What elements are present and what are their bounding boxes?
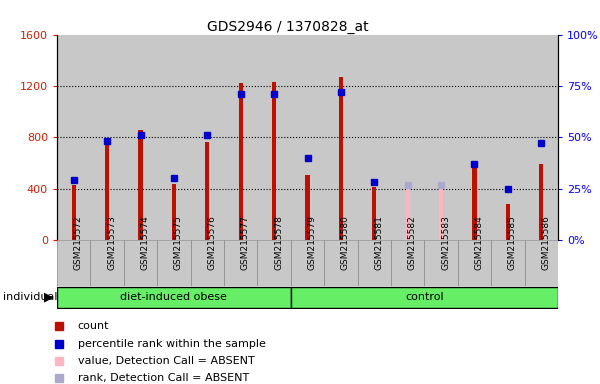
Bar bbox=[391, 240, 424, 286]
Bar bbox=[291, 240, 324, 286]
Bar bbox=[57, 35, 91, 240]
Text: GSM215585: GSM215585 bbox=[508, 215, 517, 270]
Bar bbox=[57, 240, 91, 286]
Bar bbox=[524, 240, 558, 286]
Bar bbox=[191, 35, 224, 240]
Bar bbox=[205, 142, 209, 240]
Bar bbox=[105, 144, 109, 240]
Text: diet-induced obese: diet-induced obese bbox=[121, 292, 227, 302]
Text: GSM215580: GSM215580 bbox=[341, 215, 350, 270]
Bar bbox=[491, 35, 524, 240]
Text: GSM215581: GSM215581 bbox=[374, 215, 383, 270]
Bar bbox=[324, 240, 358, 286]
Text: GSM215577: GSM215577 bbox=[241, 215, 250, 270]
Bar bbox=[224, 35, 257, 240]
Bar bbox=[406, 186, 410, 240]
Text: GSM215586: GSM215586 bbox=[541, 215, 550, 270]
Bar bbox=[506, 204, 510, 240]
Bar bbox=[458, 35, 491, 240]
Bar bbox=[358, 240, 391, 286]
Bar bbox=[291, 35, 324, 240]
Bar bbox=[172, 184, 176, 240]
Bar bbox=[157, 240, 191, 286]
Bar bbox=[291, 286, 558, 308]
Bar bbox=[524, 35, 558, 240]
Bar bbox=[272, 82, 276, 240]
Text: GSM215583: GSM215583 bbox=[441, 215, 450, 270]
Bar bbox=[124, 240, 157, 286]
Bar bbox=[257, 35, 291, 240]
Bar bbox=[472, 163, 476, 240]
Text: value, Detection Call = ABSENT: value, Detection Call = ABSENT bbox=[78, 356, 254, 366]
Text: GSM215576: GSM215576 bbox=[208, 215, 217, 270]
Bar bbox=[358, 35, 391, 240]
Bar bbox=[124, 35, 157, 240]
Bar bbox=[239, 83, 243, 240]
Bar bbox=[91, 35, 124, 240]
Text: GSM215578: GSM215578 bbox=[274, 215, 283, 270]
Bar bbox=[372, 187, 376, 240]
Text: individual: individual bbox=[3, 292, 58, 302]
Bar bbox=[539, 164, 544, 240]
Bar bbox=[305, 174, 310, 240]
Bar bbox=[324, 35, 358, 240]
Text: GSM215575: GSM215575 bbox=[174, 215, 183, 270]
Bar bbox=[424, 240, 458, 286]
Text: GSM215572: GSM215572 bbox=[74, 215, 83, 270]
Text: ▶: ▶ bbox=[44, 291, 53, 304]
Bar bbox=[257, 240, 291, 286]
Text: GSM215579: GSM215579 bbox=[308, 215, 317, 270]
Bar bbox=[458, 240, 491, 286]
Bar bbox=[339, 77, 343, 240]
Text: percentile rank within the sample: percentile rank within the sample bbox=[78, 339, 266, 349]
Text: count: count bbox=[78, 321, 109, 331]
Bar bbox=[491, 240, 524, 286]
Text: rank, Detection Call = ABSENT: rank, Detection Call = ABSENT bbox=[78, 373, 249, 383]
Text: GSM215574: GSM215574 bbox=[140, 215, 149, 270]
Text: GSM215584: GSM215584 bbox=[475, 215, 484, 270]
Text: GSM215573: GSM215573 bbox=[107, 215, 116, 270]
Bar bbox=[391, 35, 424, 240]
Bar bbox=[439, 186, 443, 240]
Bar bbox=[139, 129, 143, 240]
Bar bbox=[224, 240, 257, 286]
Bar bbox=[424, 35, 458, 240]
Bar bbox=[191, 240, 224, 286]
Text: control: control bbox=[405, 292, 444, 302]
Bar bbox=[57, 286, 291, 308]
Bar bbox=[157, 35, 191, 240]
Text: GSM215582: GSM215582 bbox=[408, 215, 416, 270]
Bar bbox=[91, 240, 124, 286]
Bar bbox=[71, 185, 76, 240]
Title: GDS2946 / 1370828_at: GDS2946 / 1370828_at bbox=[206, 20, 368, 33]
